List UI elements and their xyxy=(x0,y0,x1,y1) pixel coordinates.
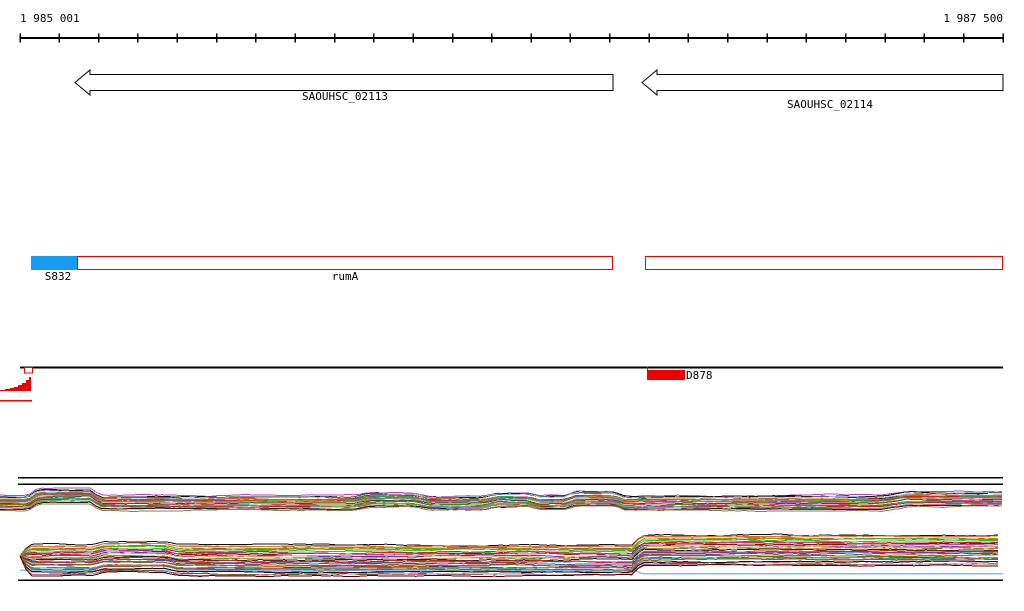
feature-label-s832: S832 xyxy=(44,270,72,283)
coverage-line xyxy=(19,541,999,557)
coverage-band-lower xyxy=(19,533,999,578)
gene-arrow-SAOUHSC_02114[interactable] xyxy=(641,68,1004,97)
gene-arrows[interactable] xyxy=(74,68,1004,97)
coverage-line xyxy=(0,494,1003,503)
coverage-line xyxy=(19,555,999,570)
coordinate-ruler[interactable] xyxy=(19,33,1004,43)
coverage-line xyxy=(19,545,999,559)
feature-box-unnamed[interactable] xyxy=(645,256,1003,270)
coverage-line xyxy=(19,554,999,567)
coverage-band-upper xyxy=(0,487,1003,513)
feature-label-d878: D878 xyxy=(686,369,713,382)
coverage-line xyxy=(19,555,999,574)
coverage-line xyxy=(19,537,999,557)
coverage-line xyxy=(19,555,999,577)
feature-box-S832[interactable] xyxy=(31,256,77,270)
coverage-line xyxy=(19,548,999,562)
coverage-line xyxy=(19,539,999,557)
feature-label-ruma: rumA xyxy=(331,270,359,283)
coverage-line xyxy=(0,495,1002,505)
ruler-start-coordinate: 1 985 001 xyxy=(20,12,80,25)
small-red-box[interactable] xyxy=(24,367,33,374)
coverage-plot xyxy=(0,476,1003,581)
coverage-line xyxy=(0,501,1003,511)
gene-label-saouhsc-02114: SAOUHSC_02114 xyxy=(786,98,874,111)
coverage-line xyxy=(19,555,999,578)
coverage-line xyxy=(19,555,999,572)
annotation-track[interactable] xyxy=(0,366,1003,402)
gene-arrow-SAOUHSC_02113[interactable] xyxy=(74,68,614,97)
coverage-line xyxy=(0,497,1003,507)
coverage-line xyxy=(19,544,999,558)
coverage-line xyxy=(0,497,1003,509)
feature-row[interactable] xyxy=(31,256,1003,270)
coverage-line xyxy=(19,534,999,557)
red-wedge[interactable] xyxy=(0,377,31,391)
ruler-end-coordinate: 1 987 500 xyxy=(943,12,1003,25)
coverage-line xyxy=(0,490,1003,499)
coverage-line xyxy=(0,487,1003,498)
coverage-line xyxy=(0,503,1003,513)
coverage-line xyxy=(19,541,999,557)
coverage-line xyxy=(19,550,999,563)
gene-label-saouhsc-02113: SAOUHSC_02113 xyxy=(301,90,389,103)
feature-box-D878[interactable] xyxy=(647,370,685,380)
coverage-line xyxy=(19,546,999,561)
feature-box-rumA[interactable] xyxy=(77,256,613,270)
coverage-line xyxy=(19,550,999,564)
coverage-line xyxy=(19,552,999,566)
